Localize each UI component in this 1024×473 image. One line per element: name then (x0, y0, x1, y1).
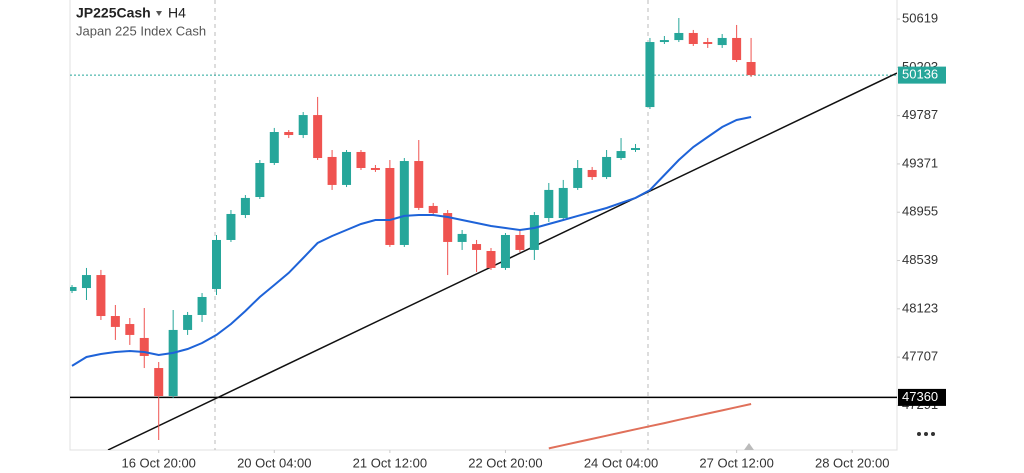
x-tick-label: 22 Oct 20:00 (468, 455, 542, 470)
candle-body (414, 161, 424, 208)
candle-body (587, 169, 597, 178)
horizontal-line-tag (898, 388, 946, 406)
candle-body (385, 167, 395, 245)
last-price-tag (898, 66, 946, 84)
x-tick-label: 16 Oct 20:00 (121, 455, 195, 470)
candle-body (746, 61, 756, 76)
candle-body (168, 329, 178, 397)
moving-average (71, 116, 752, 367)
candle-body (70, 286, 77, 291)
candle-body (457, 233, 467, 242)
y-tick-label: 47707 (902, 349, 938, 364)
candle-body (226, 213, 236, 240)
candle-body (573, 167, 583, 188)
candle-body (602, 156, 612, 178)
x-tick-label: 28 Oct 20:00 (815, 455, 889, 470)
symbol: JP225Cash (76, 5, 151, 21)
plot-border (69, 0, 898, 451)
x-tick-label: 21 Oct 12:00 (353, 455, 427, 470)
more-menu[interactable] (917, 432, 935, 436)
candle-body (645, 42, 655, 108)
candle-body (313, 115, 323, 159)
candle-body (125, 324, 135, 335)
y-tick-label: 49787 (902, 107, 938, 122)
candle-body (110, 316, 120, 327)
candle-body (212, 239, 222, 289)
candle-body (717, 37, 727, 46)
y-tick-label: 48955 (902, 204, 938, 219)
dropdown-icon[interactable] (156, 11, 162, 16)
candle-body (544, 189, 554, 219)
y-tick-label: 48539 (902, 252, 938, 267)
y-tick-label: 49371 (902, 155, 938, 170)
y-tick-label: 50619 (902, 10, 938, 25)
subtitle: Japan 225 Index Cash (76, 23, 206, 38)
candle-body (255, 163, 265, 198)
candle-body (486, 251, 496, 268)
candle-body (298, 115, 308, 136)
candle-body (674, 32, 684, 41)
candle-body (500, 234, 510, 268)
x-tick-label: 24 Oct 04:00 (584, 455, 658, 470)
candle-body (139, 337, 149, 356)
candle-body (703, 42, 713, 45)
candle-body (616, 151, 626, 159)
candle-body (558, 187, 568, 219)
candle-body (197, 296, 207, 315)
candle-body (327, 156, 337, 185)
candle-body (472, 244, 482, 250)
plot (70, 17, 897, 450)
last-price-label: 50136 (902, 67, 938, 82)
x-tick-label: 20 Oct 04:00 (237, 455, 311, 470)
candle-body (659, 40, 669, 43)
candle-body (96, 275, 106, 317)
horizontal-line-label: 47360 (902, 389, 938, 404)
y-tick-label: 48123 (902, 300, 938, 315)
timeframe: H4 (168, 5, 186, 21)
candle-body (630, 148, 640, 150)
candle-body (356, 151, 366, 168)
candle-body (240, 197, 250, 216)
candle-body (515, 234, 525, 250)
candle-body (81, 275, 91, 289)
marker-icon (744, 443, 754, 450)
moving-average (548, 403, 752, 450)
candle-body (183, 314, 193, 330)
candle-body (732, 37, 742, 61)
candle-body (370, 167, 380, 170)
candle-body (688, 32, 698, 45)
x-tick-label: 27 Oct 12:00 (699, 455, 773, 470)
candle-body (428, 205, 438, 214)
candle-body (529, 215, 539, 250)
candle-body (443, 213, 453, 242)
candle-body (342, 151, 352, 185)
candle-body (399, 161, 409, 245)
candle-body (284, 132, 294, 136)
candle-body (154, 368, 164, 397)
candle-body (269, 132, 279, 164)
